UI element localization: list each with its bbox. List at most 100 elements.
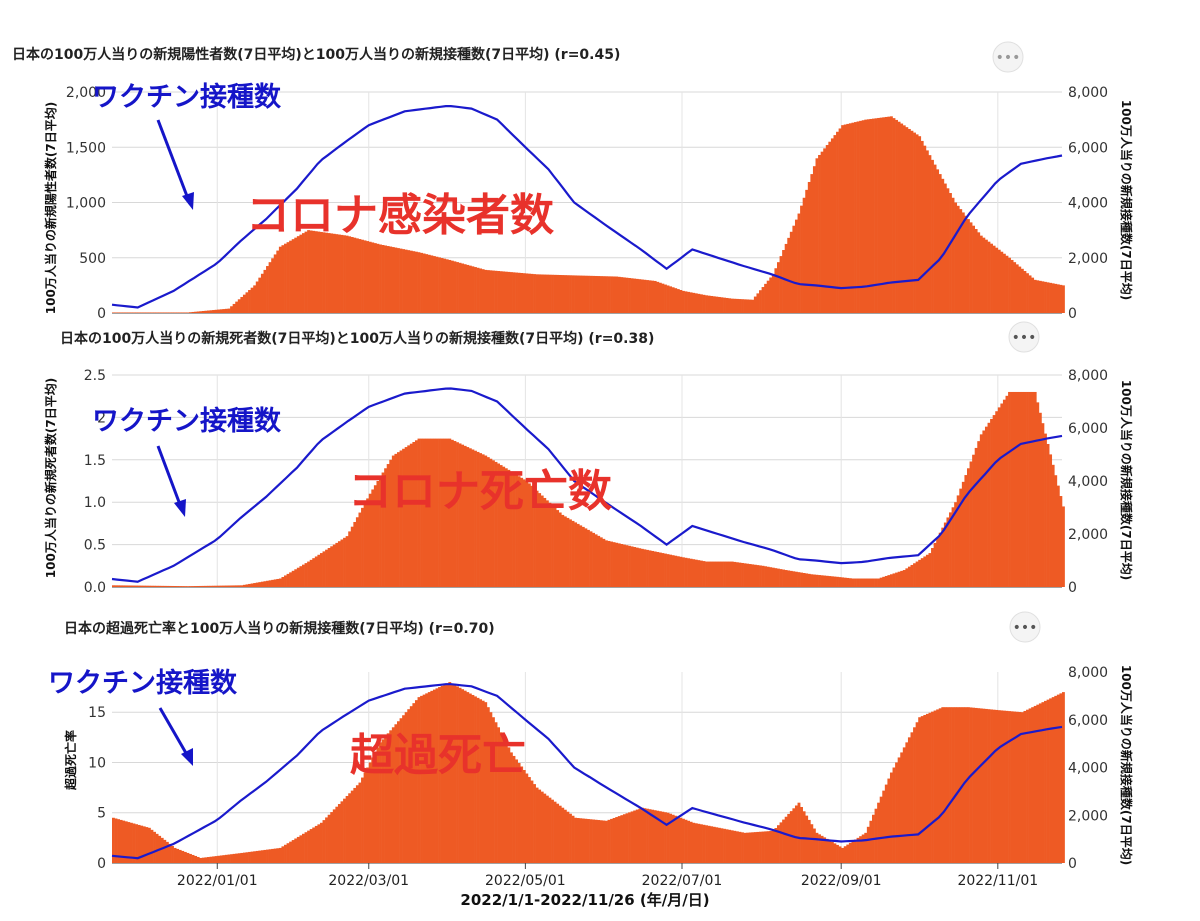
bar (941, 707, 945, 863)
bar (309, 230, 313, 313)
bar (232, 303, 236, 313)
bar (517, 762, 521, 863)
bar (892, 118, 896, 313)
bar (461, 444, 465, 587)
bar (738, 831, 742, 863)
bar (931, 547, 934, 587)
bar (173, 312, 177, 313)
bar (710, 561, 714, 587)
bar (933, 542, 937, 587)
bar (219, 855, 223, 863)
bar (630, 278, 634, 313)
bar (743, 299, 747, 313)
chart-menu-button[interactable]: ••• (1009, 611, 1041, 643)
bar (235, 585, 239, 587)
bar (237, 853, 241, 863)
bar (430, 438, 434, 587)
bar (481, 454, 485, 587)
bar (756, 293, 760, 313)
bar (273, 579, 277, 587)
bar (743, 832, 747, 863)
bar (468, 448, 472, 587)
bar (1020, 712, 1024, 863)
bar (140, 585, 144, 587)
bar (217, 855, 221, 863)
bar (859, 120, 863, 313)
bar (576, 818, 580, 863)
bar (476, 451, 480, 587)
bar (196, 856, 200, 863)
bar (155, 833, 159, 863)
bar (646, 280, 649, 313)
bar (507, 271, 511, 313)
bar (309, 829, 313, 863)
bar (468, 693, 472, 863)
bar (538, 789, 542, 863)
bar (923, 556, 927, 587)
bar (535, 490, 539, 587)
bar (833, 576, 837, 587)
bar (538, 274, 542, 313)
bar (230, 585, 233, 587)
bar (738, 562, 742, 587)
bar (923, 145, 927, 313)
bar (884, 116, 888, 314)
bar (972, 454, 976, 587)
bar (869, 118, 873, 313)
bar (368, 493, 372, 587)
bar (214, 585, 218, 587)
bar (242, 852, 246, 863)
bar (987, 422, 991, 587)
bar (371, 242, 375, 313)
bar (712, 561, 716, 587)
bar (1010, 259, 1014, 313)
bar (114, 312, 118, 313)
bar (694, 293, 698, 313)
bar (355, 517, 359, 587)
bar (697, 823, 701, 863)
bar (394, 724, 398, 863)
bar (771, 274, 775, 313)
bar (923, 715, 927, 863)
bar (414, 440, 418, 587)
bar (289, 572, 293, 587)
bar (671, 555, 675, 587)
bar (987, 709, 991, 863)
bar (237, 299, 241, 313)
bar (422, 253, 426, 313)
bar (466, 264, 470, 313)
bar (918, 136, 922, 313)
bar (954, 502, 958, 587)
bar (384, 468, 388, 587)
bar (432, 256, 436, 313)
bar (448, 438, 452, 587)
bar (527, 777, 531, 863)
chart-menu-button[interactable]: ••• (992, 41, 1024, 73)
bar (319, 553, 323, 587)
bar (402, 448, 406, 587)
bar (622, 544, 626, 587)
bar (222, 585, 226, 587)
bar (217, 585, 221, 587)
bar (330, 546, 334, 587)
bar (697, 560, 701, 587)
bar (481, 269, 485, 313)
bar (240, 585, 244, 587)
bar (974, 229, 978, 313)
left-axis-ticks: 0 500 1,000 1,500 2,000 (66, 85, 106, 322)
bar (502, 737, 506, 863)
bar (730, 830, 734, 863)
bar (810, 174, 814, 313)
bar (925, 713, 929, 863)
bar (399, 248, 403, 313)
bar (1056, 694, 1060, 863)
bar (240, 852, 244, 863)
bar (574, 275, 578, 313)
bar (900, 570, 904, 587)
bar (651, 550, 655, 587)
bar (145, 827, 149, 863)
bar (658, 811, 662, 863)
bar (353, 237, 357, 313)
bar (494, 270, 498, 313)
chart-menu-button[interactable]: ••• (1008, 321, 1040, 353)
